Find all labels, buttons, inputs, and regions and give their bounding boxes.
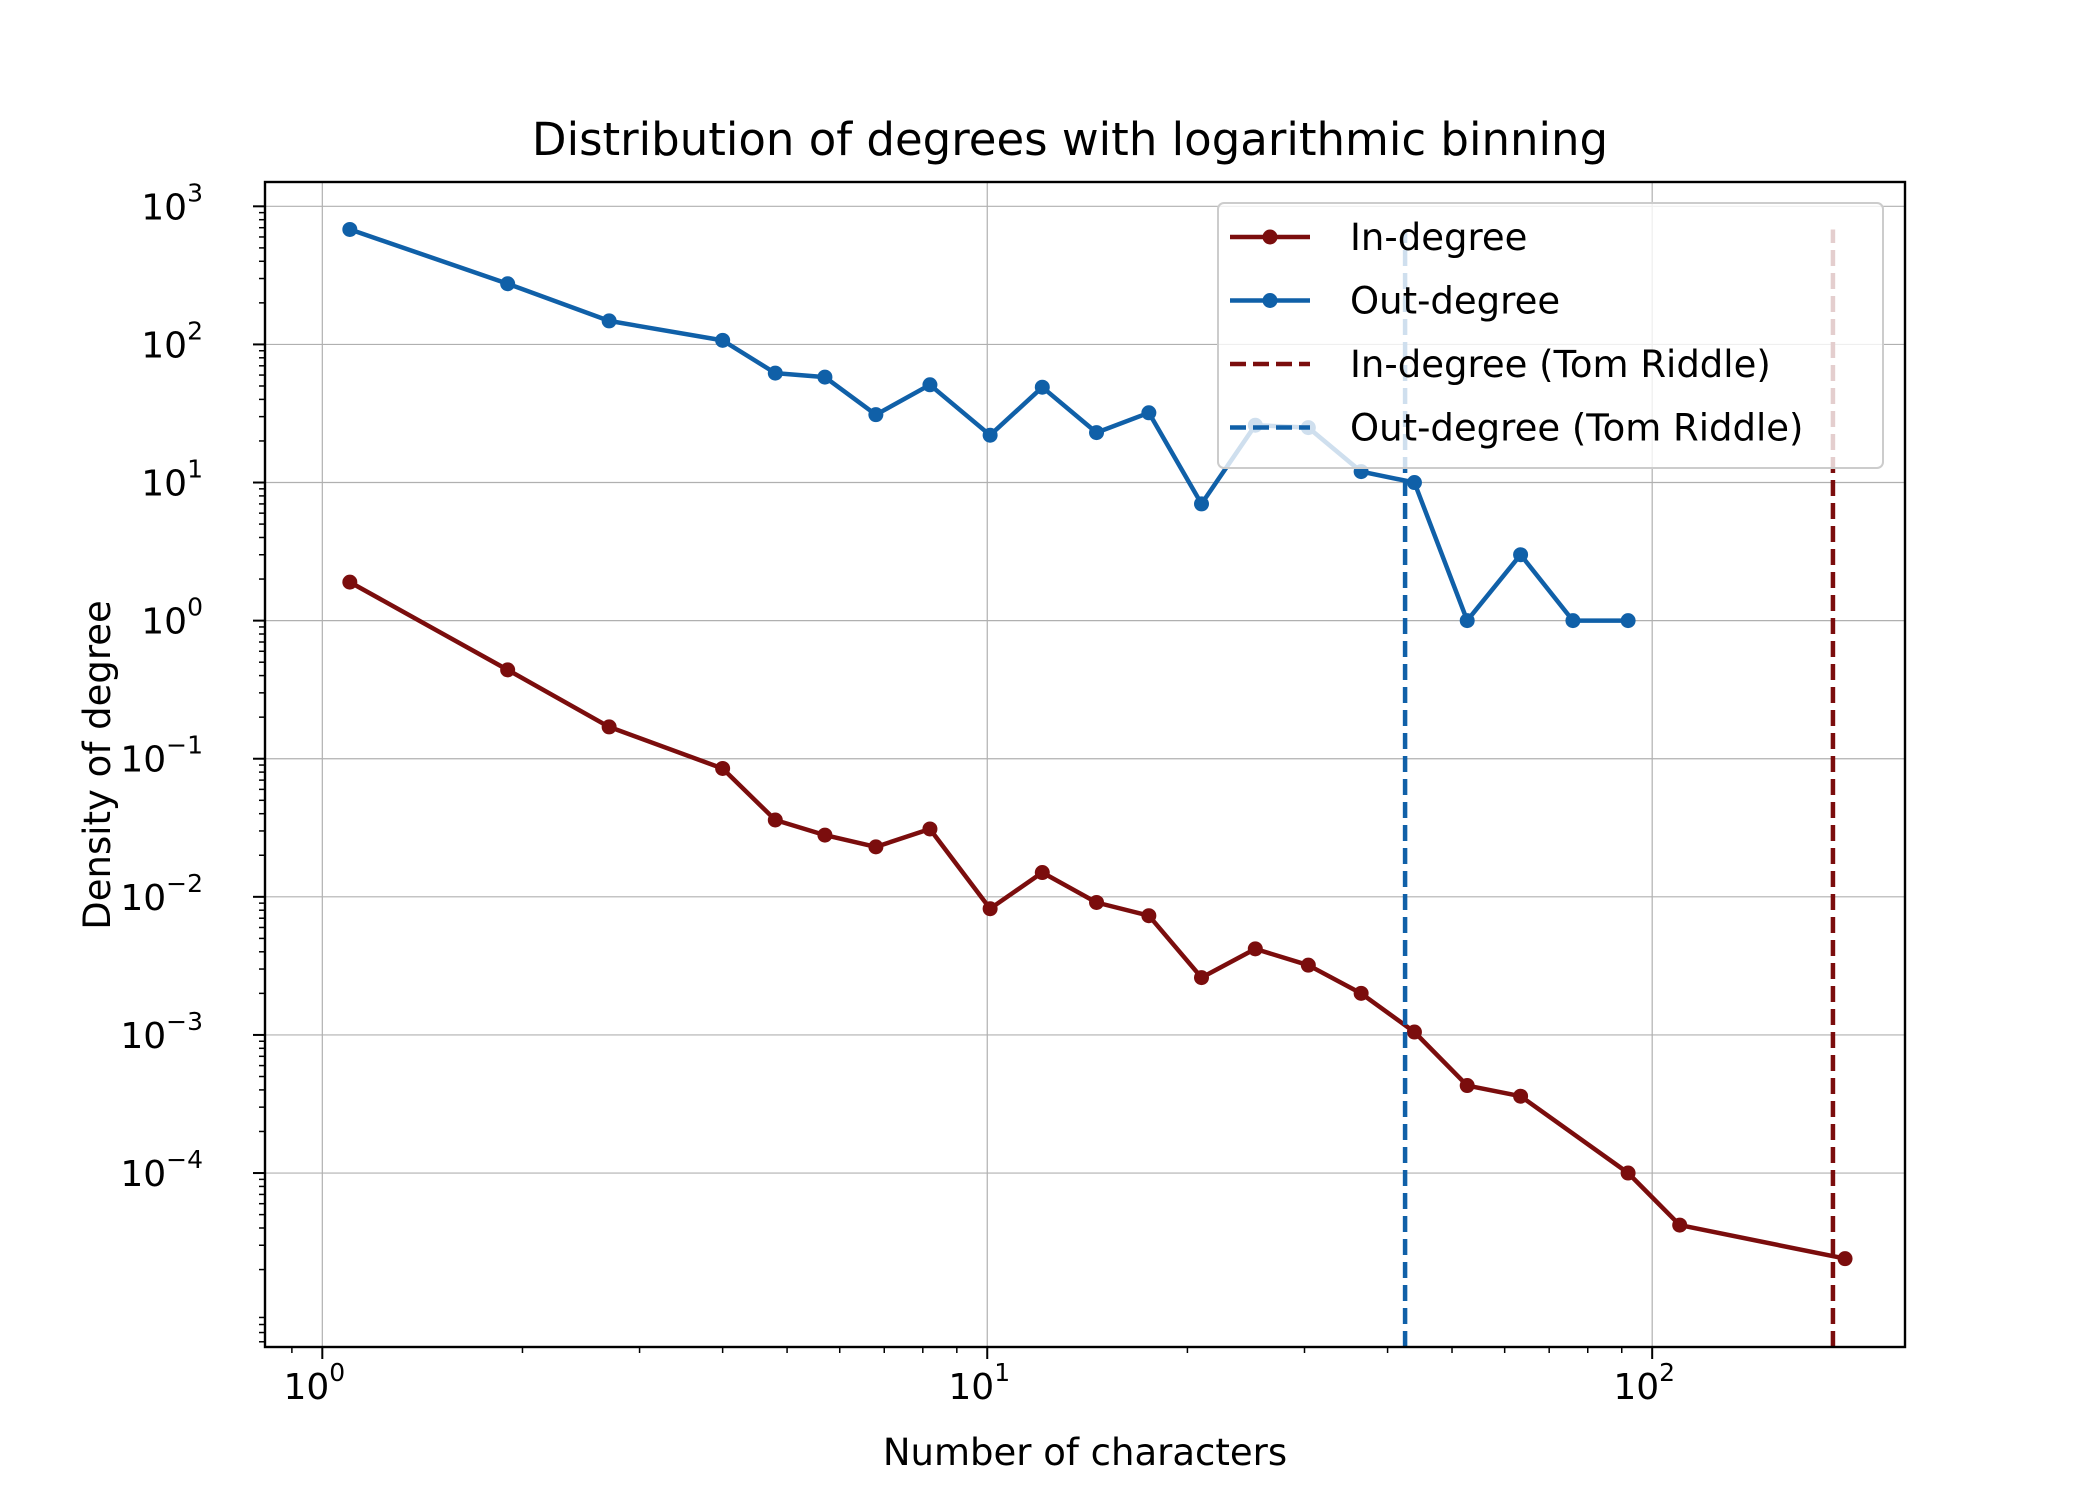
y-axis-ticks: 103 102 101 100 10−1 10−2 10−3 10−4 (120, 178, 265, 1343)
data-point-1 (767, 365, 783, 381)
legend-label: Out-degree (1350, 280, 1560, 323)
data-point-0 (342, 574, 358, 590)
legend-label: In-degree (1350, 216, 1527, 259)
y-tick-label: 101 (141, 455, 203, 505)
data-point-1 (817, 369, 833, 385)
y-tick-label: 102 (141, 316, 203, 366)
data-point-1 (1089, 425, 1105, 441)
data-point-0 (1406, 1024, 1422, 1040)
data-point-1 (1194, 496, 1210, 512)
data-point-0 (715, 760, 731, 776)
data-point-1 (1459, 613, 1475, 629)
data-point-0 (601, 719, 617, 735)
data-point-0 (1837, 1251, 1853, 1267)
data-point-0 (767, 812, 783, 828)
data-point-1 (1620, 613, 1636, 629)
data-point-1 (1513, 547, 1529, 563)
data-point-1 (1141, 405, 1157, 421)
legend-box (1217, 202, 1884, 469)
legend-marker (1262, 293, 1278, 308)
data-point-1 (868, 407, 884, 423)
data-point-1 (1034, 379, 1050, 395)
data-point-0 (817, 827, 833, 843)
data-point-1 (922, 377, 938, 393)
data-point-0 (1300, 957, 1316, 973)
y-tick-label: 10−1 (120, 731, 203, 781)
data-point-0 (922, 821, 938, 837)
data-point-0 (1194, 970, 1210, 986)
legend-marker (1262, 229, 1278, 245)
y-tick-label: 10−4 (120, 1145, 203, 1195)
data-point-1 (342, 221, 358, 237)
y-tick-label: 10−3 (120, 1007, 203, 1057)
series-line-0 (348, 580, 1846, 1261)
plot-frame (263, 180, 1907, 1349)
data-point-0 (868, 839, 884, 855)
data-point-0 (1459, 1078, 1475, 1094)
data-point-1 (982, 427, 998, 443)
data-point-1 (500, 276, 516, 292)
data-point-1 (601, 313, 617, 329)
data-point-1 (1565, 613, 1581, 629)
legend: In-degree Out-degree In-degree (Tom Riddle… (1217, 202, 1884, 469)
data-point-1 (1406, 475, 1422, 491)
y-axis-label: Density of degree (76, 600, 119, 930)
data-point-0 (1034, 865, 1050, 881)
legend-label: In-degree (Tom Riddle) (1350, 343, 1771, 386)
data-point-0 (1247, 941, 1263, 957)
y-tick-label: 103 (141, 178, 203, 228)
legend-label: Out-degree (Tom Riddle) (1350, 407, 1804, 450)
x-tick-label: 100 (283, 1358, 345, 1408)
x-tick-label: 102 (1613, 1358, 1675, 1408)
data-point-0 (1089, 894, 1105, 910)
y-tick-label: 10−2 (120, 869, 203, 919)
data-point-0 (1141, 908, 1157, 924)
data-point-0 (982, 901, 998, 917)
data-point-0 (1620, 1165, 1636, 1181)
chart-title: Distribution of degrees with logarithmic… (532, 113, 1608, 166)
data-point-0 (1353, 985, 1369, 1001)
x-axis-label: Number of characters (883, 1431, 1287, 1474)
y-tick-label: 100 (141, 593, 203, 643)
x-tick-label: 101 (948, 1358, 1010, 1408)
data-point-0 (500, 662, 516, 678)
x-axis-ticks: 100 101 102 (283, 1347, 1675, 1408)
data-point-0 (1672, 1217, 1688, 1233)
data-point-1 (715, 332, 731, 348)
data-point-0 (1513, 1088, 1529, 1104)
series-layer (342, 221, 1853, 1347)
